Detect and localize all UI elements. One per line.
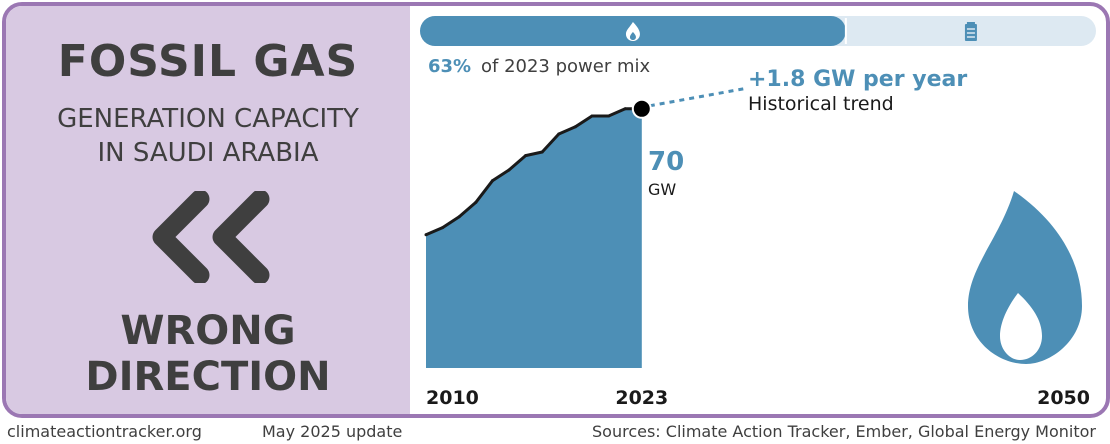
x-tick-label-2010: 2010	[426, 387, 479, 409]
footer-sources: Sources: Climate Action Tracker, Ember, …	[592, 422, 1096, 441]
subtitle-line-2: IN SAUDI ARABIA	[97, 138, 319, 168]
data-point-2020	[590, 114, 594, 118]
verdict-line-2: DIRECTION	[85, 354, 331, 400]
x-tick-label-2050: 2050	[1037, 387, 1090, 409]
footer-update: May 2025 update	[262, 422, 403, 441]
power-mix-caption: of 2023 power mix	[481, 56, 650, 77]
direction-verdict: WRONG DIRECTION	[6, 308, 410, 400]
endpoint-value: 70	[648, 147, 684, 177]
data-point-2016	[524, 154, 528, 158]
data-point-2013	[474, 200, 478, 204]
data-point-2017	[540, 150, 544, 154]
endpoint-unit: GW	[648, 180, 676, 199]
large-flame-icon	[968, 191, 1082, 364]
endpoint-marker	[631, 98, 652, 119]
flame-icon	[625, 22, 640, 41]
data-point-2012	[457, 215, 461, 219]
data-point-2021	[607, 114, 611, 118]
subtitle-line-1: GENERATION CAPACITY	[57, 104, 359, 134]
footer-site[interactable]: climateactiontracker.org	[7, 422, 202, 441]
x-tick-label-2023: 2023	[615, 387, 668, 409]
subtitle: GENERATION CAPACITY IN SAUDI ARABIA	[6, 102, 410, 170]
trend-label: +1.8 GW per year	[748, 67, 967, 92]
data-point-2010	[424, 233, 428, 237]
data-point-2011	[441, 226, 445, 230]
page-title: FOSSIL GAS	[57, 36, 359, 87]
capacity-area	[426, 108, 642, 369]
trend-extension-line	[649, 86, 749, 108]
data-point-2015	[507, 168, 511, 172]
infographic-card: FOSSIL GAS GENERATION CAPACITY IN SAUDI …	[2, 2, 1110, 418]
capacity-line	[425, 107, 642, 237]
data-point-2014	[490, 179, 494, 183]
data-point-2019	[573, 125, 577, 129]
double-chevron-left-icon	[152, 191, 270, 283]
battery-icon	[964, 22, 977, 41]
data-point-2022	[623, 107, 627, 111]
left-panel: FOSSIL GAS GENERATION CAPACITY IN SAUDI …	[6, 6, 410, 414]
data-point-2018	[557, 132, 561, 136]
trend-sublabel: Historical trend	[748, 93, 894, 115]
chart: 63% of 2023 power mix +1.8 GW per year H…	[420, 16, 1096, 409]
power-mix-share-label: 63%	[428, 56, 471, 77]
verdict-line-1: WRONG	[120, 308, 296, 354]
